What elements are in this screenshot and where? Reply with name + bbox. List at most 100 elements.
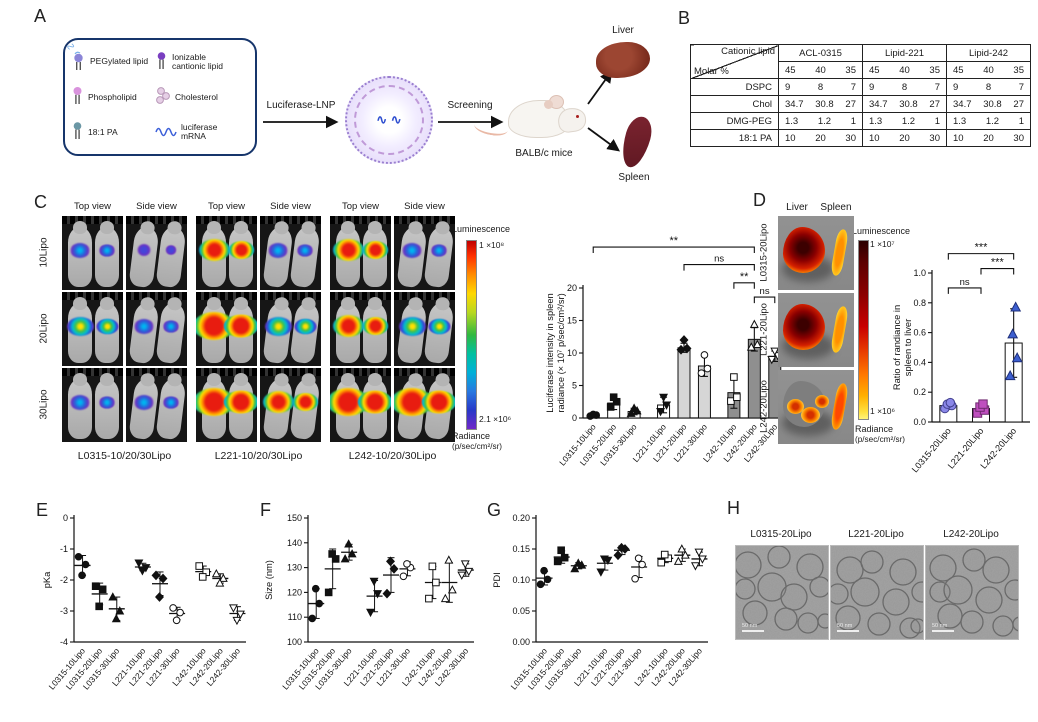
legend-item-pegylated-lipid: PEGylated lipid — [71, 50, 155, 74]
colorbar-c-units: (p/sec/cm²/sr) — [452, 442, 503, 451]
chart-f-svg: 100110120130140150L0315-10LipoL0315-20Li… — [264, 513, 474, 692]
bioluminescence-blob — [421, 390, 455, 414]
pdi-chart: 0.00 0.05 0.10 0.15 0.20 L0315-10Lipo L0315-20… — [488, 508, 712, 722]
organ-row-label: L221-20Lipo — [758, 303, 770, 356]
18-1-pa-icon — [71, 120, 84, 144]
mouse-image-cell — [330, 292, 391, 366]
group-header: Lipid-221 — [862, 44, 947, 62]
view-header: Top view — [208, 201, 245, 212]
view-header: Side view — [270, 201, 311, 212]
bioluminescence-blob — [98, 395, 116, 409]
lipid-legend: PEGylated lipid Ionizable cantionic lipid… — [63, 38, 257, 156]
bioluminescence-blob — [134, 394, 154, 410]
view-header: Side view — [404, 201, 445, 212]
mouse-image-cell — [394, 368, 455, 442]
organ-image-cell — [778, 216, 854, 290]
significance-bracket — [947, 253, 1015, 260]
svg-text:15: 15 — [567, 316, 577, 326]
svg-text:0.8: 0.8 — [913, 298, 926, 308]
group-header: ACL-0315 — [778, 44, 863, 62]
view-header: Side view — [136, 201, 177, 212]
panel-f-letter: F — [260, 500, 271, 520]
row-label: 30Lipo — [38, 389, 50, 420]
mouse-silhouette — [95, 373, 119, 439]
organ-row-label: L0315-20Lipo — [758, 223, 770, 282]
svg-text:100: 100 — [287, 637, 302, 647]
bioluminescence-blob — [162, 319, 180, 333]
mouse-image-cell — [196, 216, 257, 290]
formulation-table: Cationic lipid Molar % ACL-0315 Lipid-221 Li… — [690, 44, 1031, 147]
significance-bracket — [733, 282, 755, 289]
spleen-label: Spleen — [618, 172, 650, 183]
organ-image-cell — [778, 370, 854, 444]
colorbar-d-min: 1 ×10⁶ — [870, 406, 896, 416]
bioluminescence-blob — [70, 242, 90, 258]
group-label: L0315-10/20/30Lipo — [77, 450, 172, 462]
svg-text:0.00: 0.00 — [512, 637, 530, 647]
significance-bracket — [980, 267, 1015, 275]
liver-image — [783, 304, 825, 350]
bioluminescence-blob — [430, 243, 448, 257]
significance-label: ns — [760, 286, 770, 297]
points — [74, 552, 246, 626]
panel-g-letter: G — [487, 500, 502, 520]
legend-item-cholesterol: Cholesterol — [155, 86, 249, 108]
mouse-image-cell — [126, 216, 187, 290]
bioluminescence-blob — [165, 245, 177, 255]
group-label: L242-10/20/30Lipo — [348, 450, 437, 462]
balbc-mice-label: BALB/c mice — [515, 148, 573, 159]
bioluminescence-blob — [362, 240, 388, 260]
legend-item-phospholipid: Phospholipid — [71, 85, 155, 109]
svg-text:0.0: 0.0 — [913, 417, 926, 427]
significance-bracket — [683, 264, 755, 271]
colorbar-d-max: 1 ×10⁷ — [870, 239, 895, 249]
component-label: Chol — [690, 95, 779, 113]
signal-patch — [787, 399, 804, 414]
spleen-intensity-chart: 0 5 10 15 20 ** ns ** ns L0315-10Lipo L0315-20Lipo… — [545, 228, 795, 495]
mouse-image-cell — [260, 368, 321, 442]
mouse-image-cell — [260, 216, 321, 290]
chart-c-svg: 05101520**ns**nsL0315-10LipoL0315-20Lipo… — [545, 235, 785, 468]
mouse-silhouette — [68, 221, 92, 287]
mouse-silhouette — [95, 221, 119, 287]
colorbar-d-title: Luminescence — [852, 226, 911, 236]
mouse-image-cell — [330, 216, 391, 290]
row-label: 20Lipo — [38, 313, 50, 344]
mouse-image-cell — [62, 216, 123, 290]
svg-text:5: 5 — [572, 381, 577, 391]
svg-text:50 nm: 50 nm — [932, 623, 948, 629]
svg-text:0.4: 0.4 — [913, 357, 926, 367]
corner-molar: Molar % — [694, 66, 729, 77]
row-label: 10Lipo — [38, 237, 50, 268]
bioluminescence-blob — [268, 242, 288, 258]
spleen-image — [830, 305, 849, 354]
tem-title: L221-20Lipo — [848, 529, 904, 540]
bioluminescence-blob — [70, 394, 90, 410]
y-axis-label: spleen to liver — [903, 319, 913, 376]
bioluminescence-blob — [198, 239, 230, 261]
svg-text:-3: -3 — [60, 606, 68, 616]
mouse-icon — [473, 94, 588, 144]
chart-e-svg: 0-1-2-3-4L0315-10LipoL0315-20LipoL0315-3… — [42, 513, 246, 692]
axes: 0 -1 -2 -3 -4 — [60, 513, 246, 647]
points — [536, 542, 708, 589]
pegylated-lipid-icon — [71, 50, 86, 74]
signal-patch — [801, 407, 820, 423]
phospholipid-icon — [71, 85, 84, 109]
bioluminescence-blob — [362, 316, 388, 336]
y-axis-label: Size (nm) — [264, 560, 274, 600]
axes: 0.00 0.05 0.10 0.15 0.20 — [512, 513, 708, 647]
significance-label: ** — [740, 271, 749, 283]
mouse-image-cell — [126, 292, 187, 366]
bioluminescence-blob — [95, 318, 119, 334]
significance-label: *** — [975, 242, 989, 254]
tem-image: 50 nm — [925, 545, 1028, 640]
spleen-image — [830, 228, 849, 277]
significance-label: ns — [714, 254, 724, 265]
tem-title: L242-20Lipo — [943, 529, 999, 540]
bars — [939, 301, 1023, 423]
organ-image-cell — [778, 293, 854, 367]
component-label: DSPC — [690, 78, 779, 96]
bioluminescence-blob — [427, 318, 451, 334]
